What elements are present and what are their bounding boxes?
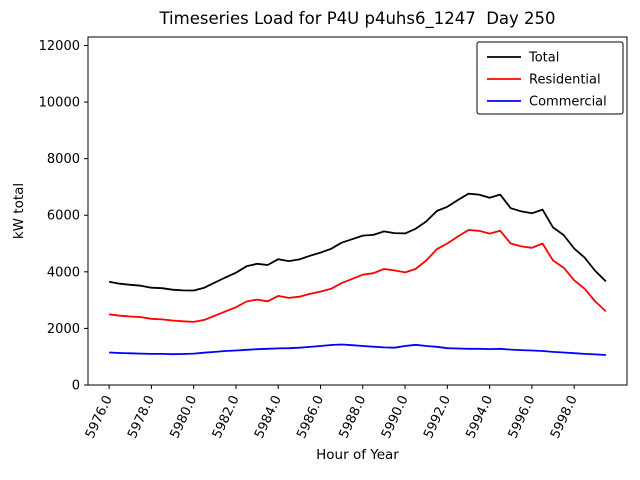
legend-box [476,41,624,115]
y-tick-label: 2000 [47,322,80,337]
legend-label-total: Total [528,51,559,66]
x-tick-label: 5988.0 [337,393,370,441]
y-tick-label: 10000 [39,96,80,111]
series-line-commercial [109,343,606,356]
x-tick-label: 5976.0 [83,393,116,441]
legend-label-commercial: Commercial [529,95,607,110]
plot-border [87,36,628,386]
y-tick-label: 8000 [47,152,80,167]
y-tick-label: 0 [72,379,80,394]
x-tick-label: 5980.0 [167,393,200,441]
x-tick-label: 5998.0 [548,393,581,441]
y-tick-label: 4000 [47,265,80,280]
x-tick-label: 5992.0 [421,393,454,441]
y-tick-label: 12000 [39,39,80,54]
x-tick-label: 5984.0 [252,393,285,441]
x-tick-label: 5982.0 [210,393,243,441]
x-axis-label: Hour of Year [316,447,399,463]
x-tick-label: 5994.0 [463,393,496,441]
x-tick-label: 5978.0 [125,393,158,441]
series-line-residential [108,229,607,323]
y-tick-label: 6000 [47,209,80,224]
x-tick-label: 5986.0 [294,393,327,441]
series-line-total [108,192,607,292]
legend-label-residential: Residential [529,73,601,88]
x-tick-label: 5996.0 [506,393,539,441]
chart-title: Timeseries Load for P4U p4uhs6_1247 Day … [159,9,556,28]
x-tick-label: 5990.0 [379,393,412,441]
